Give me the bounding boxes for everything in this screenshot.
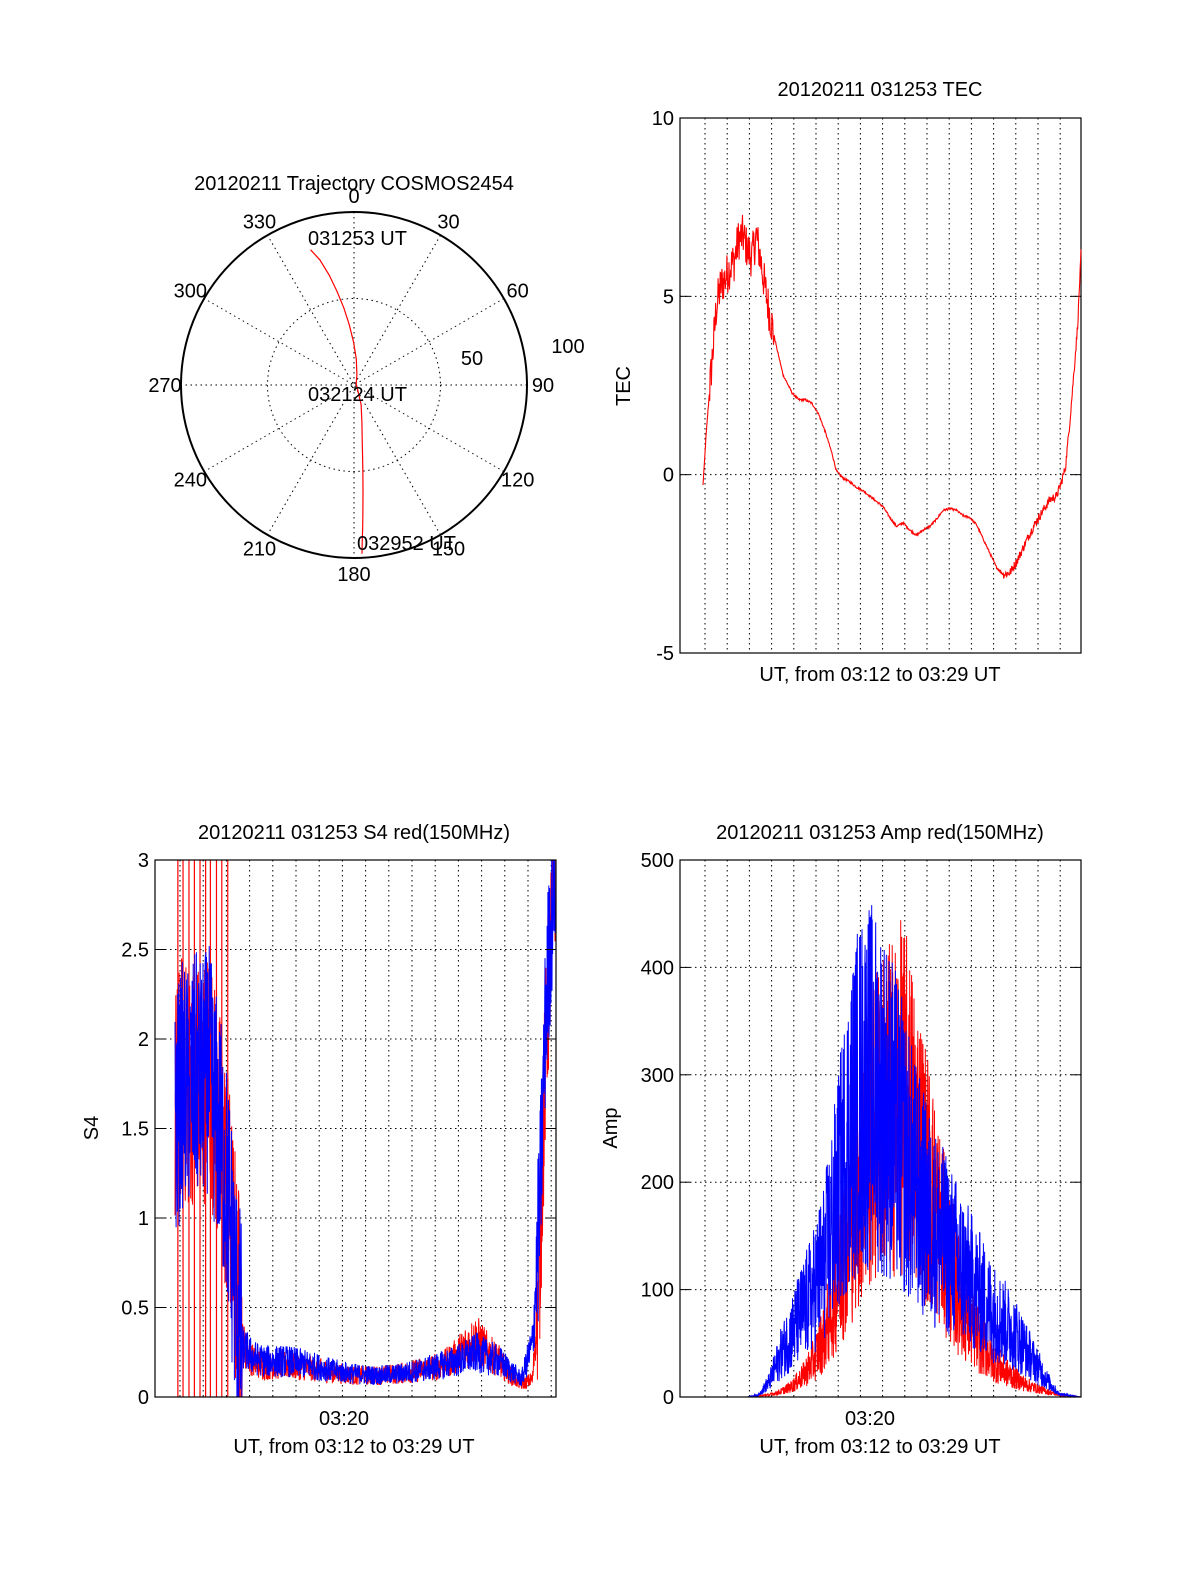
polar-azimuth-label: 300: [174, 281, 207, 303]
polar-azimuth-label: 240: [174, 470, 207, 492]
s4-x-axis-label: UT, from 03:12 to 03:29 UT: [233, 1436, 474, 1458]
amp-y-ticks: 0 100 200 300 400 500: [641, 850, 1081, 1409]
s4-ytick-label: 0: [138, 1387, 149, 1409]
polar-radial-label-100: 100: [551, 336, 584, 358]
tec-title: 20120211 031253 TEC: [778, 79, 983, 101]
tec-ytick-label: 10: [652, 108, 674, 130]
tec-y-axis-label: TEC: [613, 366, 635, 406]
polar-azimuth-label: 90: [532, 375, 554, 397]
s4-ytick-label: 0.5: [121, 1298, 149, 1320]
s4-blue-line: [174, 859, 556, 1398]
polar-azimuth-label: 60: [507, 281, 529, 303]
amp-title: 20120211 031253 Amp red(150MHz): [716, 822, 1044, 844]
s4-y-axis-label: S4: [81, 1116, 103, 1140]
amp-ytick-label: 100: [641, 1280, 674, 1302]
tec-grid: [680, 118, 1081, 653]
s4-ytick-label: 2: [138, 1029, 149, 1051]
polar-radial-label-50: 50: [461, 348, 483, 370]
trajectory-start-time: 031253 UT: [308, 228, 407, 250]
polar-azimuth-label: 150: [432, 539, 465, 561]
polar-title: 20120211 Trajectory COSMOS2454: [194, 173, 514, 195]
tec-panel: 20120211 031253 TEC -5 0 5 10 TEC UT, from …: [613, 79, 1082, 686]
s4-ytick-label: 2.5: [121, 940, 149, 962]
s4-grid: [155, 860, 556, 1397]
s4-series: [174, 859, 556, 1398]
amp-blue-line: [703, 905, 1081, 1398]
s4-title: 20120211 031253 S4 red(150MHz): [198, 822, 510, 844]
amp-x-axis-label: UT, from 03:12 to 03:29 UT: [759, 1436, 1000, 1458]
tec-series-line: [702, 214, 1082, 579]
amp-panel: 20120211 031253 Amp red(150MHz) 0 100 200 3…: [600, 822, 1082, 1458]
polar-azimuth-labels: 0 30 60 90 120 150 180 210 240 270 300 330: [148, 186, 554, 586]
s4-ytick-label: 1: [138, 1208, 149, 1230]
amp-ytick-label: 300: [641, 1065, 674, 1087]
trajectory-end-time: 032952 UT: [357, 533, 456, 555]
amp-series: [703, 905, 1081, 1399]
tec-ytick-label: 0: [663, 465, 674, 487]
tec-x-axis-label: UT, from 03:12 to 03:29 UT: [759, 664, 1000, 686]
s4-y-ticks: 0 0.5 1 1.5 2 2.5 3: [121, 850, 556, 1409]
polar-azimuth-label: 270: [148, 375, 181, 397]
trajectory-mid-time: 032124 UT: [308, 384, 407, 406]
tec-plot-frame: [679, 117, 1082, 654]
polar-trajectory-panel: 20120211 Trajectory COSMOS2454 0 30 60 90 12…: [148, 173, 584, 586]
amp-ytick-label: 0: [663, 1387, 674, 1409]
amp-plot-frame: [679, 859, 1082, 1398]
s4-x-tick-label: 03:20: [319, 1408, 369, 1430]
tec-ytick-label: 5: [663, 286, 674, 308]
polar-azimuth-label: 210: [243, 539, 276, 561]
amp-x-tick-label: 03:20: [845, 1408, 895, 1430]
tec-ytick-label: -5: [656, 643, 674, 665]
amp-y-axis-label: Amp: [600, 1107, 622, 1148]
amp-ytick-label: 400: [641, 957, 674, 979]
tec-series: [702, 214, 1082, 579]
amp-ytick-label: 200: [641, 1172, 674, 1194]
tec-y-ticks: -5 0 5 10: [652, 108, 1081, 665]
polar-azimuth-label: 330: [243, 211, 276, 233]
polar-azimuth-label: 180: [337, 564, 370, 586]
polar-azimuth-label: 0: [348, 186, 359, 208]
s4-panel: 20120211 031253 S4 red(150MHz) 0 0.5 1 1.5 2…: [81, 822, 557, 1458]
s4-ytick-label: 3: [138, 850, 149, 872]
polar-azimuth-label: 30: [437, 211, 459, 233]
amp-ytick-label: 500: [641, 850, 674, 872]
polar-azimuth-label: 120: [501, 470, 534, 492]
trajectory-line: [310, 249, 364, 554]
s4-ytick-label: 1.5: [121, 1119, 149, 1141]
